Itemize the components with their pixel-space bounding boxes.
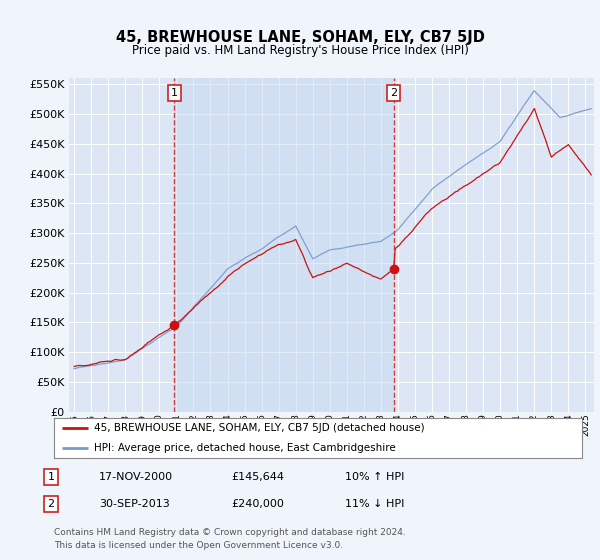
Text: 17-NOV-2000: 17-NOV-2000 <box>99 472 173 482</box>
Text: 2: 2 <box>47 499 55 509</box>
Text: 10% ↑ HPI: 10% ↑ HPI <box>345 472 404 482</box>
Text: 45, BREWHOUSE LANE, SOHAM, ELY, CB7 5JD: 45, BREWHOUSE LANE, SOHAM, ELY, CB7 5JD <box>116 30 484 45</box>
Text: 30-SEP-2013: 30-SEP-2013 <box>99 499 170 509</box>
Text: Contains HM Land Registry data © Crown copyright and database right 2024.
This d: Contains HM Land Registry data © Crown c… <box>54 528 406 550</box>
Text: £145,644: £145,644 <box>231 472 284 482</box>
Text: Price paid vs. HM Land Registry's House Price Index (HPI): Price paid vs. HM Land Registry's House … <box>131 44 469 57</box>
Text: HPI: Average price, detached house, East Cambridgeshire: HPI: Average price, detached house, East… <box>94 443 395 453</box>
Bar <box>175 78 394 412</box>
Text: 45, BREWHOUSE LANE, SOHAM, ELY, CB7 5JD (detached house): 45, BREWHOUSE LANE, SOHAM, ELY, CB7 5JD … <box>94 423 424 433</box>
Text: 1: 1 <box>47 472 55 482</box>
Text: 1: 1 <box>171 88 178 98</box>
Text: 11% ↓ HPI: 11% ↓ HPI <box>345 499 404 509</box>
Text: £240,000: £240,000 <box>231 499 284 509</box>
Text: 2: 2 <box>390 88 397 98</box>
